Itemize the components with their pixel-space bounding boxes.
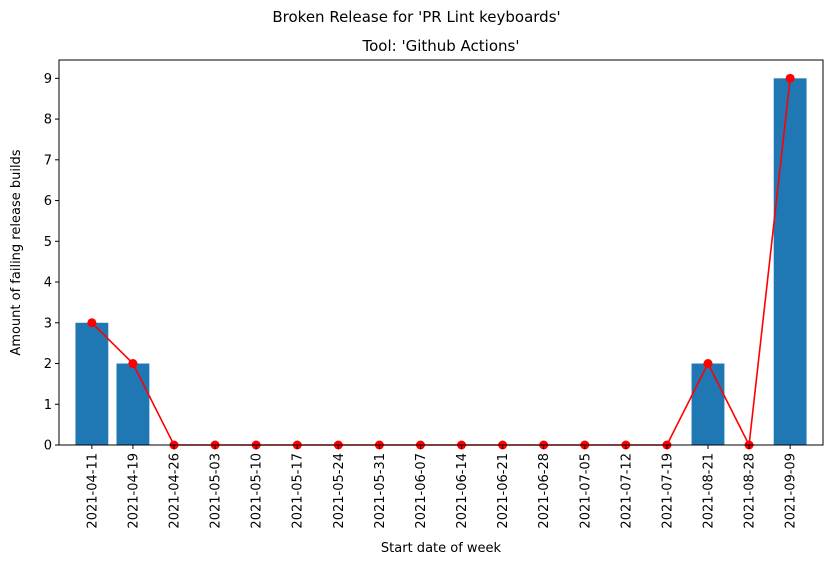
x-tick-label-2021-09-09: 2021-09-09 bbox=[784, 453, 799, 529]
bar-2021-08-21 bbox=[691, 363, 725, 445]
bar-2021-04-19 bbox=[116, 363, 150, 445]
y-tick-label-9: 9 bbox=[44, 72, 52, 87]
point-2021-09-09 bbox=[785, 73, 795, 83]
x-tick-label-2021-07-19: 2021-07-19 bbox=[660, 453, 675, 529]
chart-suptitle: Broken Release for 'PR Lint keyboards' bbox=[272, 8, 561, 26]
x-tick-label-2021-04-19: 2021-04-19 bbox=[126, 453, 141, 529]
point-2021-08-21 bbox=[703, 359, 713, 369]
bar-2021-09-09 bbox=[773, 78, 807, 445]
y-tick-label-7: 7 bbox=[44, 153, 52, 168]
point-2021-04-19 bbox=[128, 359, 138, 369]
y-tick-label-4: 4 bbox=[44, 276, 52, 291]
y-axis-label: Amount of failing release builds bbox=[9, 149, 24, 355]
y-tick-label-2: 2 bbox=[44, 357, 52, 372]
x-tick-label-2021-05-31: 2021-05-31 bbox=[373, 453, 388, 529]
x-axis: 2021-04-11 2021-04-19 2021-04-26 2021-05-03… bbox=[85, 445, 799, 529]
y-tick-label-0: 0 bbox=[44, 439, 52, 454]
x-tick-label-2021-07-05: 2021-07-05 bbox=[578, 453, 593, 529]
x-tick-label-2021-05-17: 2021-05-17 bbox=[291, 453, 306, 529]
x-tick-label-2021-05-24: 2021-05-24 bbox=[332, 453, 347, 529]
x-tick-label-2021-06-21: 2021-06-21 bbox=[496, 453, 511, 529]
y-tick-label-1: 1 bbox=[44, 398, 52, 413]
bars-group bbox=[75, 78, 807, 445]
x-tick-label-2021-05-03: 2021-05-03 bbox=[209, 453, 224, 529]
x-tick-label-2021-05-10: 2021-05-10 bbox=[250, 453, 265, 529]
y-tick-label-3: 3 bbox=[44, 316, 52, 331]
x-tick-label-2021-08-28: 2021-08-28 bbox=[743, 453, 758, 529]
x-tick-label-2021-06-07: 2021-06-07 bbox=[414, 453, 429, 529]
y-axis: 0 1 2 3 4 5 6 7 8 9 bbox=[44, 72, 59, 454]
x-tick-label-2021-04-11: 2021-04-11 bbox=[85, 453, 100, 529]
plot-frame bbox=[58, 59, 824, 446]
x-tick-label-2021-04-26: 2021-04-26 bbox=[168, 453, 183, 529]
bar-2021-04-11 bbox=[75, 322, 109, 445]
y-tick-label-5: 5 bbox=[44, 235, 52, 250]
line-group bbox=[87, 73, 795, 450]
series-line bbox=[91, 78, 791, 448]
x-axis-label: Start date of week bbox=[381, 541, 502, 556]
x-tick-label-2021-06-14: 2021-06-14 bbox=[455, 453, 470, 529]
y-tick-label-8: 8 bbox=[44, 113, 52, 128]
x-tick-label-2021-08-21: 2021-08-21 bbox=[701, 453, 716, 529]
x-tick-label-2021-06-28: 2021-06-28 bbox=[537, 453, 552, 529]
y-tick-label-6: 6 bbox=[44, 194, 52, 209]
x-tick-label-2021-07-12: 2021-07-12 bbox=[619, 453, 634, 529]
point-2021-04-11 bbox=[87, 318, 97, 328]
chart-title: Tool: 'Github Actions' bbox=[362, 37, 520, 55]
